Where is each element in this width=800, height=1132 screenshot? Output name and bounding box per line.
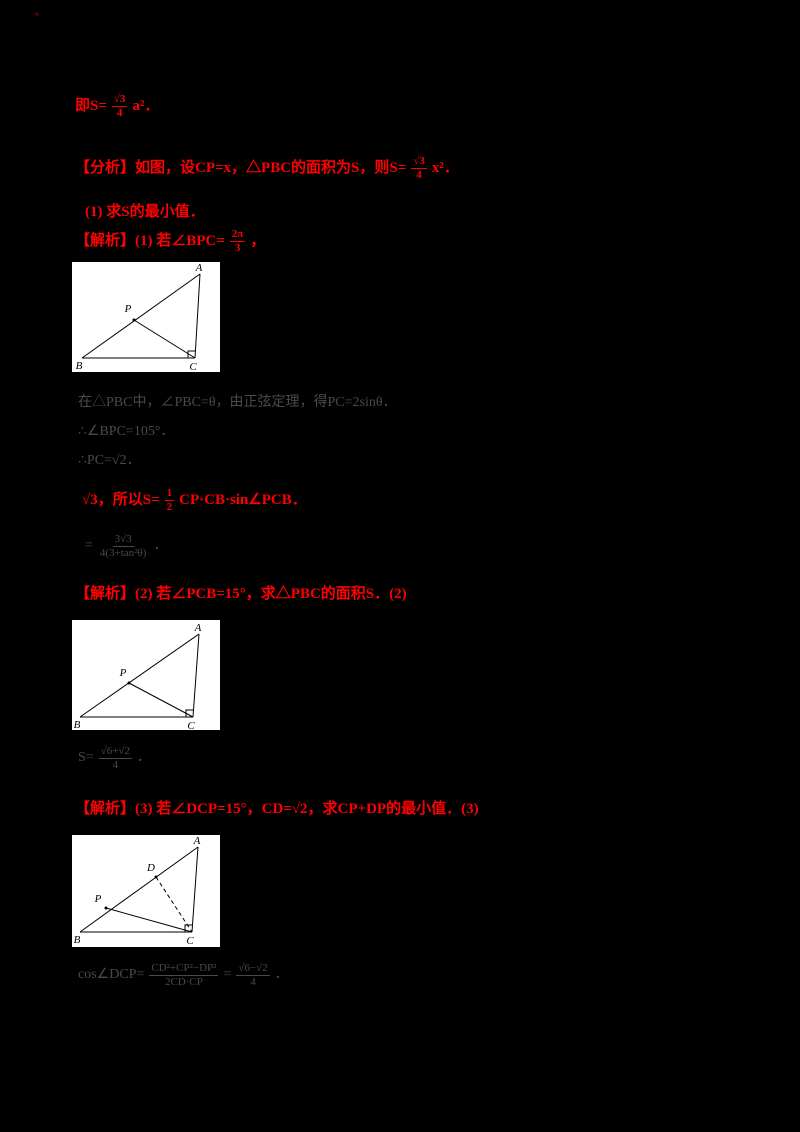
line-2-post: x²． [431,160,459,177]
side-CA [191,846,199,933]
math-step-line-3: ∴PC=√2． [78,453,141,470]
vertex-label-A: A [193,835,201,847]
side-BA [81,273,201,359]
line-9-post: ． [153,537,168,553]
triangle-figure-2: A B C P [72,620,220,732]
vertex-label-C: C [187,720,195,730]
line-8-post: CP·CB·sin∠PCB． [179,492,307,509]
line-10-text: 【解析】(2) 若∠PCB=15°，求△PBC的面积S．(2) [75,586,407,602]
line-7-text: ∴PC=√2． [78,453,141,468]
vertex-label-C: C [186,935,194,947]
math-line-1: 即S= √3 4 a²． [75,93,159,119]
math-step-line-5: = 3√3 4(3+tan²θ) ． [85,533,167,559]
line-9-pre: = [85,537,93,553]
segment-PC [128,682,194,718]
line-13-fraction-2: √6−√2 4 [236,962,270,988]
line-4-post: ， [250,233,266,250]
triangle-figure-1-svg: A B C P [76,262,203,373]
line-2-fraction: √3 4 [411,155,427,181]
line-8-pre: √3，所以S= [82,492,160,509]
line-11-post: ． [136,749,151,765]
line-9-fraction: 3√3 4(3+tan²θ) [99,533,147,559]
side-CA [194,273,201,359]
segment-DC-dashed [155,876,193,933]
line-11-pre: S= [78,749,94,765]
line-1-fraction: √3 4 [111,93,128,119]
segment-PC [133,319,196,359]
right-angle-marker [185,709,193,717]
math-step-line-6: S= √6+√2 4 ． [78,745,151,771]
side-CA [192,633,200,718]
math-step-line-2: ∴∠BPC=105°． [78,424,174,441]
vertex-label-C: C [189,361,197,372]
vertex-label-A: A [194,622,202,634]
math-step-line-4: √3，所以S= 1 2 CP·CB·sin∠PCB． [82,487,307,513]
solution-3-heading: 【解析】(3) 若∠DCP=15°，CD=√2，求CP+DP的最小值．(3) [75,800,479,818]
vertex-label-A: A [195,262,203,274]
stray-punctuation-mark: 。 [35,7,45,18]
line-1-pre: 即S= [75,98,107,115]
math-step-line-1: 在△PBC中，∠PBC=θ，由正弦定理，得PC=2sinθ． [78,395,397,412]
segment-PC [105,907,193,933]
line-13-pre: cos∠DCP= [78,966,145,982]
line-13-fraction-1: CD²+CP²−DP² 2CD·CP [149,962,219,988]
right-angle-marker [187,350,195,358]
solution-1-heading: 【解析】(1) 若∠BPC= 2π 3 ， [75,228,265,254]
triangle-figure-2-svg: A B C P [74,622,202,732]
side-BA [79,846,199,933]
question-1-line: (1) 求S的最小值． [85,203,205,221]
solution-2-heading: 【解析】(2) 若∠PCB=15°，求△PBC的面积S．(2) [75,585,407,603]
line-4-pre: 【解析】(1) 若∠BPC= [75,233,225,250]
line-2-pre: 【分析】如图，设CP=x，△PBC的面积为S，则S= [75,160,407,177]
line-1-post: a²． [132,98,160,115]
math-step-line-7: cos∠DCP= CD²+CP²−DP² 2CD·CP = √6−√2 4 ． [78,962,289,988]
line-4-fraction: 2π 3 [229,228,246,254]
line-8-fraction: 1 2 [164,487,175,513]
right-angle-marker [184,924,192,932]
point-label-P: P [119,667,127,679]
line-6-text: ∴∠BPC=105°． [78,424,175,439]
triangle-figure-3-svg: A B C D P [74,835,201,947]
triangle-figure-1: A B C P [72,262,220,373]
vertex-label-B: B [74,719,81,730]
line-12-text: 【解析】(3) 若∠DCP=15°，CD=√2，求CP+DP的最小值．(3) [75,801,479,817]
line-13-post: ． [274,966,289,982]
side-BA [79,633,200,718]
analysis-line: 【分析】如图，设CP=x，△PBC的面积为S，则S= √3 4 x²． [75,155,459,181]
point-P-dot [132,318,136,322]
point-label-D: D [146,862,155,874]
line-5-text: 在△PBC中，∠PBC=θ，由正弦定理，得PC=2sinθ． [78,395,397,410]
point-P-dot [104,906,108,910]
point-D-dot [154,875,158,879]
line-11-fraction: √6+√2 4 [98,745,132,771]
point-label-P: P [124,303,132,315]
line-13-mid: = [223,966,232,982]
line-3-text: (1) 求S的最小值． [85,204,205,220]
vertex-label-B: B [76,360,83,372]
triangle-figure-3: A B C D P [72,835,220,947]
point-P-dot [127,681,131,685]
point-label-P: P [94,893,102,905]
vertex-label-B: B [74,934,81,946]
